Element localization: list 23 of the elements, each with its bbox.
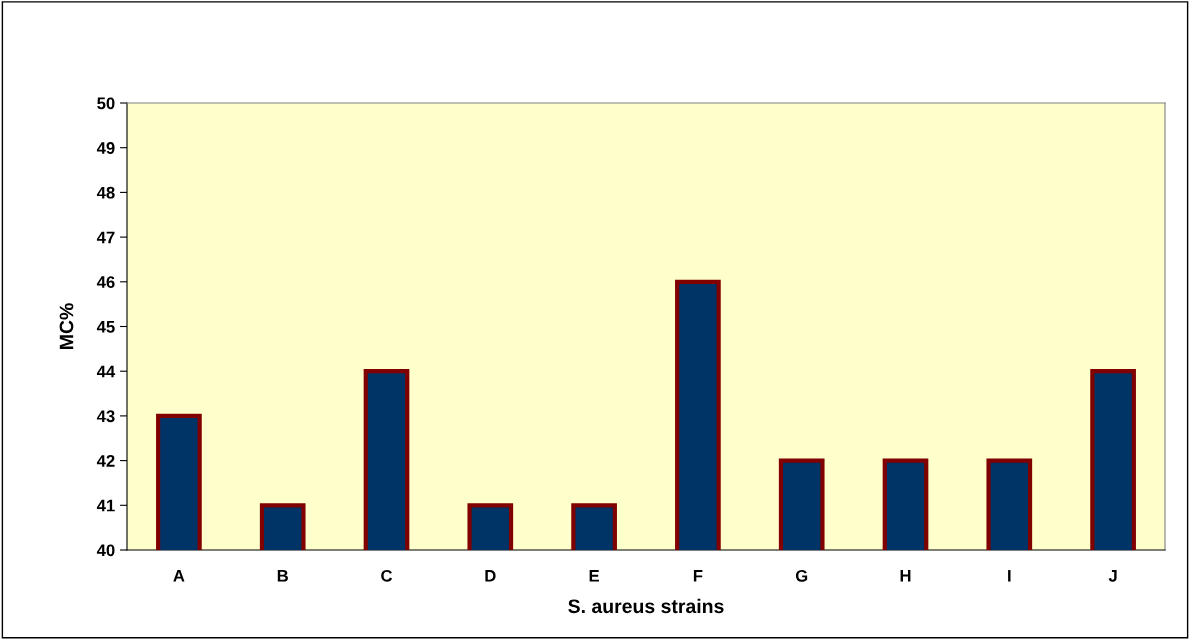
x-tick-label: J bbox=[1108, 570, 1117, 582]
x-tick-label: H bbox=[900, 570, 911, 582]
x-tick-label: C bbox=[381, 569, 393, 582]
y-tick-label: 40 bbox=[96, 544, 115, 557]
y-tick-label: 41 bbox=[96, 499, 115, 512]
x-tick-label: E bbox=[589, 570, 600, 582]
y-axis-title: MC% bbox=[59, 303, 74, 349]
y-tick-label: 42 bbox=[96, 455, 115, 467]
x-tick-label: D bbox=[485, 570, 496, 582]
x-axis-title: S. aureus strains bbox=[568, 598, 724, 614]
y-tick-label: 48 bbox=[96, 186, 115, 199]
y-tick-label: 50 bbox=[97, 97, 115, 110]
y-tick-label: 43 bbox=[96, 410, 115, 423]
y-tick-label: 49 bbox=[96, 142, 115, 154]
x-tick-label: B bbox=[277, 570, 288, 582]
y-tick-label: 47 bbox=[96, 231, 115, 244]
x-tick-label: A bbox=[173, 570, 185, 582]
y-tick-label: 45 bbox=[96, 321, 115, 333]
x-tick-label: F bbox=[693, 570, 703, 582]
y-tick-label: 44 bbox=[96, 365, 116, 378]
x-tick-label: G bbox=[795, 569, 808, 582]
x-tick-label: I bbox=[1008, 570, 1011, 582]
y-tick-label: 46 bbox=[96, 276, 115, 288]
